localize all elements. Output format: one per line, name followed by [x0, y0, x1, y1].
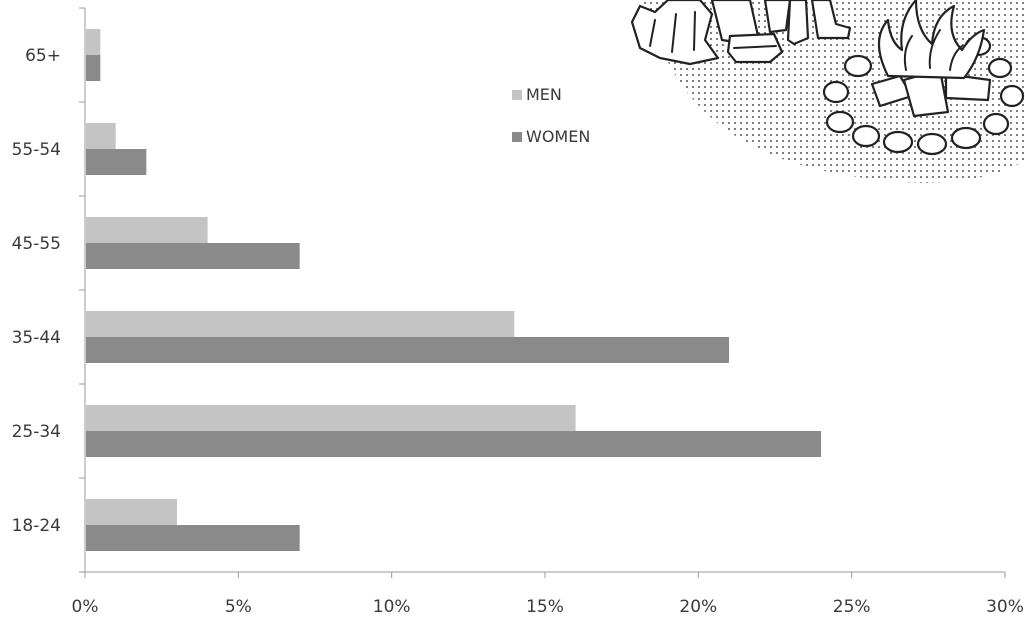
- legend-label-women: WOMEN: [526, 127, 590, 146]
- legend-swatch-women: [512, 132, 522, 142]
- bar-men-35-44: [86, 311, 515, 337]
- bar-women-25-34: [86, 431, 821, 457]
- bar-women-35-44: [86, 337, 729, 363]
- x-tick-label: 25%: [833, 597, 871, 617]
- bar-men-25-34: [86, 405, 576, 431]
- y-tick-label: 45‑55: [12, 234, 61, 254]
- legend-label-men: MEN: [526, 85, 562, 104]
- y-tick-label: 25‑34: [12, 422, 61, 442]
- y-tick-label: 18‑24: [12, 516, 61, 536]
- bar-women-55-54: [86, 149, 147, 175]
- x-tick-label: 15%: [526, 597, 564, 617]
- chart-axes: [79, 7, 1006, 578]
- bar-men-55-54: [86, 123, 116, 149]
- bar-women-18-24: [86, 525, 300, 551]
- x-tick-label: 5%: [225, 597, 252, 617]
- bar-women-65+: [86, 55, 101, 81]
- x-tick-label: 10%: [373, 597, 411, 617]
- bar-men-45-55: [86, 217, 208, 243]
- bar-men-65+: [86, 29, 101, 55]
- campfire-illustration: [630, 0, 1025, 183]
- x-tick-label: 20%: [679, 597, 717, 617]
- y-tick-label: 65+: [25, 46, 61, 66]
- chart-bars: [86, 29, 821, 551]
- y-tick-label: 35‑44: [12, 328, 61, 348]
- chart-legend: MEN WOMEN: [512, 85, 590, 146]
- bar-men-18-24: [86, 499, 177, 525]
- x-tick-label: 30%: [986, 597, 1024, 617]
- legend-swatch-men: [512, 90, 522, 100]
- chart-labels: 18‑24 25‑34 35‑44 45‑55 55‑54 65+ 0% 5% 10% 15% 20…: [12, 46, 1024, 617]
- bar-women-45-55: [86, 243, 300, 269]
- x-tick-label: 0%: [72, 597, 99, 617]
- y-tick-label: 55‑54: [12, 140, 61, 160]
